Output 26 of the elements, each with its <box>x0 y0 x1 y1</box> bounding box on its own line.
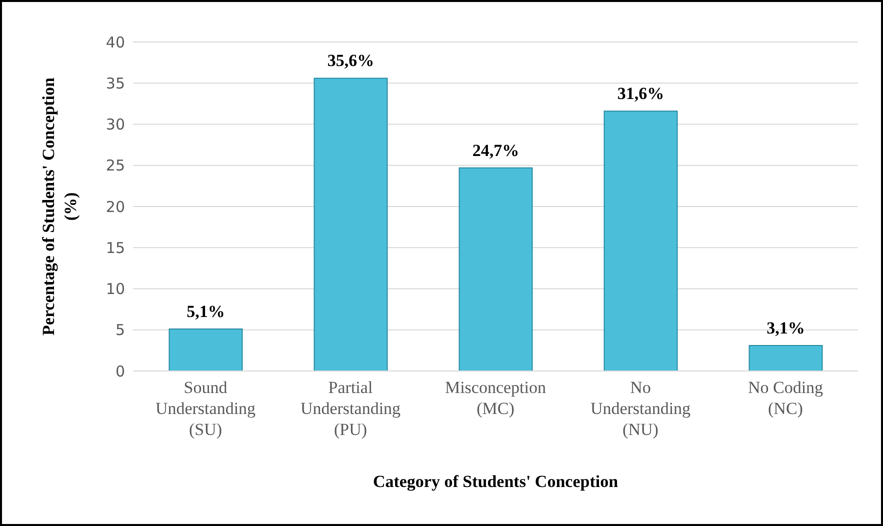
data-label: 5,1% <box>186 302 225 322</box>
bar <box>314 78 388 371</box>
y-tick-label: 40 <box>106 33 125 52</box>
x-tick-label: No Coding (NC) <box>748 378 824 418</box>
y-tick-label: 25 <box>106 156 125 175</box>
x-tick-label: Sound Understanding (SU) <box>155 378 256 439</box>
y-tick-label: 30 <box>106 116 125 134</box>
x-axis-title: Category of Students' Conception <box>372 472 619 491</box>
y-tick-label: 10 <box>106 280 125 298</box>
bar <box>748 345 823 371</box>
bar <box>458 167 533 371</box>
x-tick-label: No Understanding (NU) <box>590 378 692 439</box>
bar <box>604 110 678 371</box>
y-axis-title: Percentage of Students' Conception (%) <box>39 76 80 336</box>
x-tick-label: Partial Understanding (PU) <box>300 378 402 439</box>
x-tick-label: Misconception (MC) <box>444 378 547 418</box>
y-tick-label: 5 <box>115 321 125 340</box>
bar <box>168 328 243 371</box>
y-tick-label: 15 <box>106 238 125 257</box>
data-label: 35,6% <box>327 51 374 70</box>
y-tick-label: 20 <box>106 198 125 216</box>
data-label: 24,7% <box>472 140 520 160</box>
data-label: 3,1% <box>766 318 805 338</box>
y-tick-label: 0 <box>115 362 125 380</box>
data-label: 31,6% <box>617 84 664 104</box>
y-tick-label: 35 <box>106 74 125 92</box>
